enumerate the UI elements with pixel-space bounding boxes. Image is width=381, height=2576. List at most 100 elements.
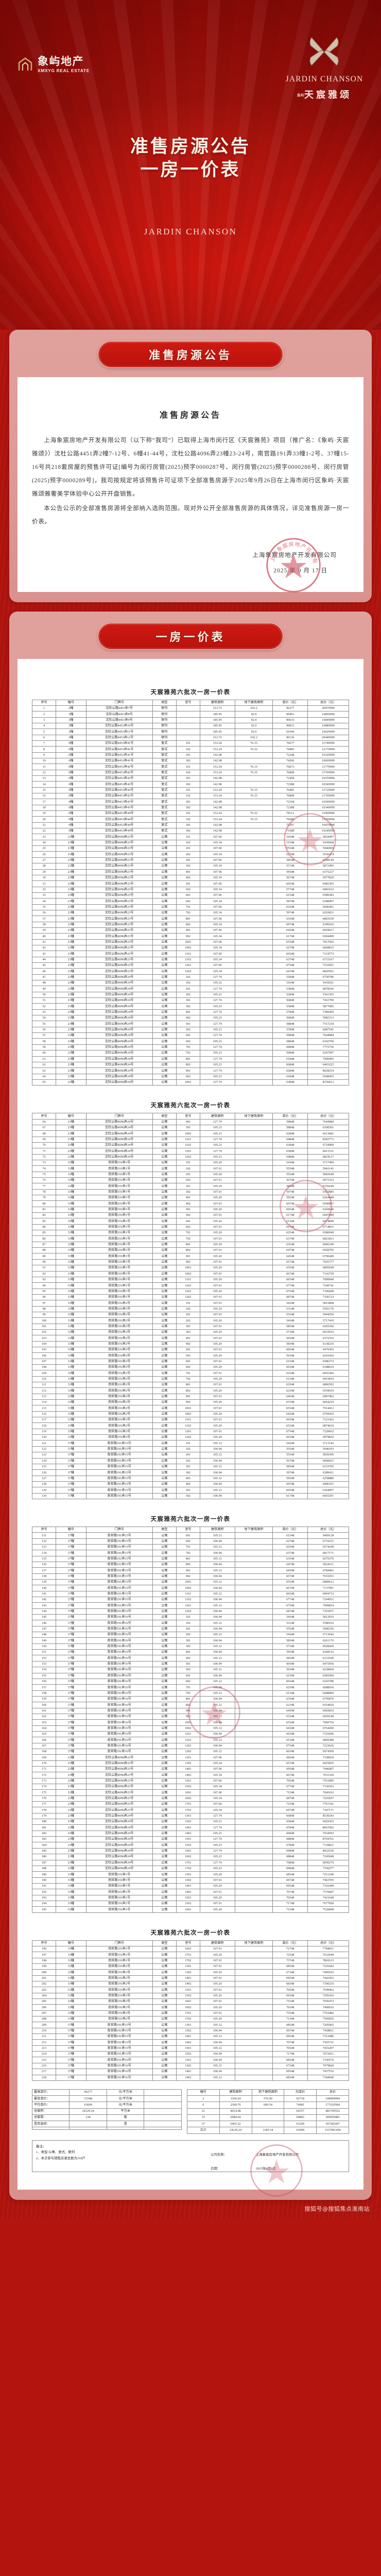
table-cell: 公寓: [152, 1865, 177, 1872]
table-cell: 23幢: [56, 1056, 86, 1062]
table-cell: 6幢: [56, 769, 86, 776]
table-row: 8 6幢 沈杜公路4451弄41号 复式 102 153.24 76.32 79483 1217…: [31, 746, 349, 753]
table-row: 89 33幢 南官路191弄1号 公寓 901 105.20 64548 6790449: [31, 1253, 349, 1260]
summary-stat-unit: 元/平方米: [106, 2102, 145, 2109]
table-cell: 6453810: [307, 1376, 349, 1383]
table-cell: 南官路191弄15号: [85, 2027, 153, 2035]
table-cell: 105.12: [199, 2062, 235, 2070]
table-cell: 105.34: [199, 1795, 235, 1802]
table-cell: 69: [31, 1136, 57, 1143]
table-cell: 23幢: [56, 991, 86, 998]
table-cell: 401: [176, 1009, 200, 1016]
table-cell: 127.74: [199, 997, 235, 1004]
summary-stat-unit: 元/平方米: [106, 2089, 145, 2096]
table-cell: 7772736: [307, 1044, 349, 1051]
table-cell: 南官路191弄15号: [85, 1446, 153, 1453]
table-cell: 107.01: [199, 1282, 235, 1289]
table-cell: 76.32: [234, 746, 273, 753]
price-table-header-0: 序号: [31, 699, 57, 706]
table-cell: 沈杜公路4096弄23号: [85, 880, 153, 887]
table-cell: 90401: [272, 711, 308, 718]
table-cell: 62848: [272, 1130, 308, 1137]
table-cell: 213: [31, 2045, 57, 2052]
table-cell: 204: [31, 1992, 57, 1999]
table-cell: 105.23: [199, 1842, 235, 1849]
table-cell: 64848: [272, 1136, 308, 1143]
table-cell: [234, 1154, 273, 1160]
table-row: 14 6幢 沈杜公路4451弄42号 复式 302 142.98 72388 10349999: [31, 781, 349, 788]
table-cell: [234, 1754, 273, 1761]
table-cell: 7565731: [307, 2039, 349, 2046]
table-cell: 1402: [176, 1981, 200, 1988]
table-cell: 南官路191弄15号: [85, 1555, 153, 1562]
price-table-header-6: 地下建筑面积: [234, 1526, 273, 1533]
table-cell: 公寓: [152, 1265, 177, 1272]
table-row: 33 23幢 沈杜公路4096弄23号 公寓 601 107.06 61548 6589383: [31, 892, 349, 899]
table-cell: 1301: [176, 2022, 200, 2028]
table-cell: 沈杜公路4096弄24号: [85, 1136, 153, 1143]
table-cell: 601: [176, 1032, 200, 1039]
table-row: 200 33幢 南官路191弄2号 公寓 1302 105.20 67348 7085010: [31, 1969, 349, 1976]
summary-building-header-3: 均单价: [284, 2089, 317, 2096]
table-cell: 107.06: [199, 869, 235, 875]
table-cell: [234, 1760, 273, 1767]
table-row: 67 23幢 沈杜公路4096弄24号 公寓 501 105.23 58848 6108391: [31, 1124, 349, 1131]
table-cell: 107.06: [199, 845, 235, 852]
table-cell: [234, 2069, 273, 2075]
table-cell: 66: [31, 1118, 57, 1125]
table-cell: 1402: [176, 1772, 200, 1778]
table-cell: 185: [31, 1848, 57, 1855]
table-row: 53 23幢 沈杜公路4096弄24号 公寓 401 127.74 57848 7389459: [31, 1009, 349, 1016]
table-row: 99 33幢 南官路191弄2号 公寓 201 107.01 55548 5944256: [31, 1311, 349, 1318]
table-cell: [234, 1230, 273, 1236]
table-cell: 61748: [272, 1493, 308, 1499]
table-cell: 55548: [272, 845, 308, 852]
table-cell: 901: [176, 1253, 200, 1260]
table-cell: 7142759: [307, 1270, 349, 1277]
table-row: 102 33幢 南官路191弄2号 公寓 302 105.20 57348 6033010: [31, 1329, 349, 1336]
summary-building-cell: 6491.52: [219, 2121, 252, 2128]
table-cell: 107.06: [199, 939, 235, 945]
table-cell: 6559010: [307, 1387, 349, 1394]
table-cell: [234, 1463, 273, 1470]
table-cell: 23幢: [56, 933, 86, 940]
table-cell: 1302: [176, 1969, 200, 1976]
table-cell: 5943141: [307, 1165, 349, 1172]
table-cell: 7295410: [307, 1992, 349, 1999]
table-cell: 6750786: [307, 974, 349, 981]
table-cell: 10349999: [307, 804, 349, 811]
table-cell: 复式: [152, 816, 177, 823]
table-cell: 158: [31, 1690, 57, 1697]
table-cell: 南官路191弄16号: [85, 1719, 153, 1726]
table-cell: 沈杜公路4096弄23号: [85, 939, 153, 945]
table-cell: 107.01: [199, 1311, 235, 1318]
table-cell: 6幢: [56, 793, 86, 800]
table-cell: 66848: [272, 1812, 308, 1820]
table-cell: 公寓: [152, 1032, 177, 1039]
summary-stat-value: 96277: [69, 2089, 107, 2096]
summary-building-cell: [251, 2121, 285, 2128]
table-cell: 南官路191弄15号: [85, 1579, 153, 1586]
table-cell: 6幢: [56, 746, 86, 753]
table-cell: 7784651: [307, 1945, 349, 1953]
xmxyg-logo-cn: 象屿地产: [38, 55, 84, 67]
table-cell: 37幢: [56, 1678, 86, 1685]
table-cell: 南官路191弄1号: [85, 1276, 153, 1283]
table-cell: 59748: [272, 909, 308, 917]
table-cell: 1102: [176, 1422, 200, 1429]
table-cell: 37幢: [56, 1620, 86, 1626]
table-cell: 402: [176, 1341, 200, 1347]
table-cell: 59: [31, 1044, 57, 1051]
table-cell: 1001: [176, 1079, 200, 1086]
table-cell: 106.94: [199, 1696, 235, 1703]
table-cell: 33幢: [56, 1900, 86, 1907]
table-cell: 23幢: [56, 1142, 86, 1149]
table-cell: 1002: [176, 1411, 200, 1418]
table-cell: 公寓: [152, 916, 177, 922]
table-cell: 沈杜公路4096弄24号: [85, 991, 153, 998]
table-row: 105 33幢 南官路191弄2号 公寓 501 107.01 60548 6479362: [31, 1346, 349, 1353]
table-cell: 101: [176, 974, 200, 981]
table-cell: 105.20: [199, 1871, 235, 1878]
table-cell: 33幢: [56, 1259, 86, 1266]
table-cell: 公寓: [152, 1684, 177, 1691]
